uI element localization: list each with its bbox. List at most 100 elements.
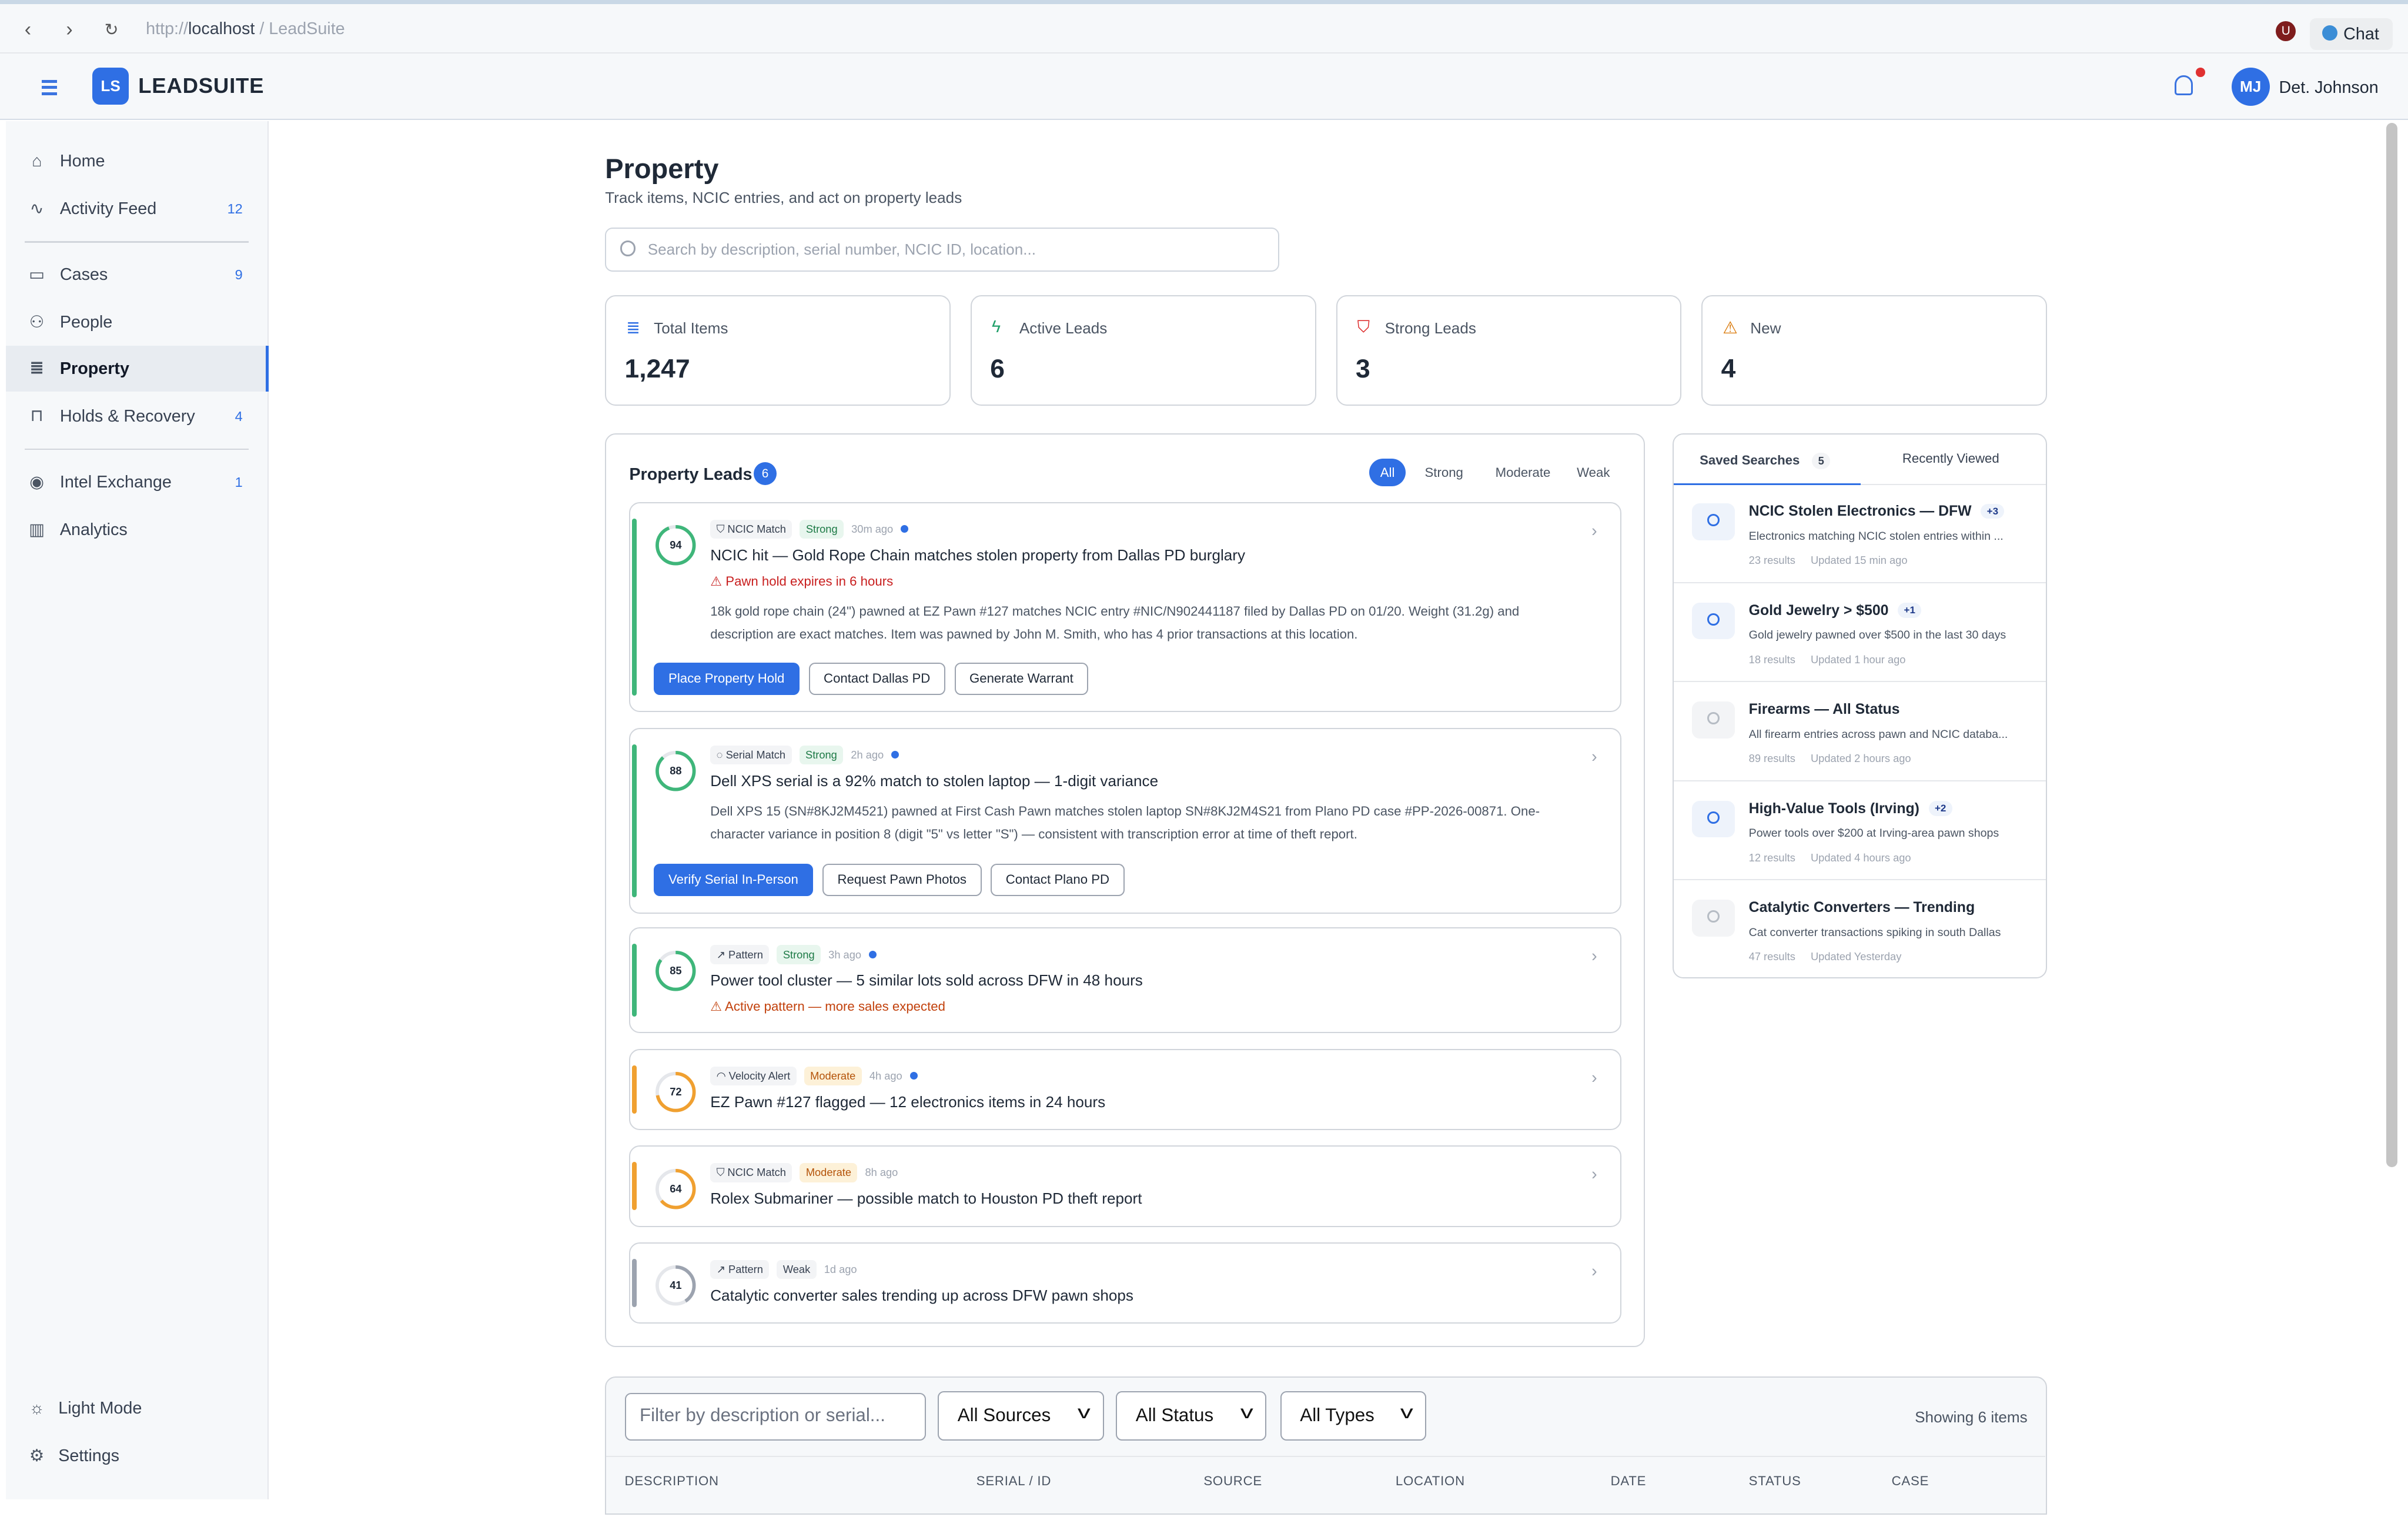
chevron-right-icon[interactable]: › [1591,1068,1597,1087]
sidebar-item-settings[interactable]: ⚙ Settings [6,1433,269,1479]
tab-recently-viewed[interactable]: Recently Viewed [1861,435,2046,485]
scrollbar[interactable] [2386,122,2397,1168]
filter-chip-strong[interactable]: Strong [1424,465,1463,480]
lead-description: Dell XPS 15 (SN#8KJ2M4521) pawned at Fir… [710,803,1540,841]
lead-title[interactable]: Dell XPS serial is a 92% match to stolen… [710,771,1159,790]
saved-search-description: Electronics matching NCIC stolen entries… [1748,529,2004,543]
lead-title[interactable]: Power tool cluster — 5 similar lots sold… [710,971,1143,990]
lead-card[interactable]: 94 ⛉ NCIC Match Strong 30m ago NCIC hit — … [629,502,1621,713]
forward-icon[interactable]: › [66,18,73,41]
menu-icon[interactable] [41,79,57,98]
lead-warning: ⚠ Pawn hold expires in 6 hours [710,573,894,589]
timestamp: 4h ago [869,1069,902,1082]
database-icon: ≣ [626,319,641,338]
filter-chip-moderate[interactable]: Moderate [1495,465,1551,480]
timestamp: 30m ago [851,522,894,535]
column-header[interactable]: STATUS [1748,1473,1801,1489]
sources-select[interactable]: All Sources v [938,1391,1104,1441]
contact-plano-pd-button[interactable]: Contact Plano PD [991,864,1125,897]
saved-search-item[interactable]: NCIC Stolen Electronics — DFW +3 Electron… [1673,485,2046,583]
trend-icon: ↗ [716,1263,729,1276]
sidebar-item-holds-recovery[interactable]: ⊓ Holds & Recovery 4 [6,393,269,439]
lead-card[interactable]: 72 ◠ Velocity Alert Moderate 4h ago EZ Paw… [629,1048,1621,1130]
saved-search-item[interactable]: Firearms — All Status All firearm entrie… [1673,683,2046,781]
saved-search-item[interactable]: Catalytic Converters — Trending Cat conv… [1674,881,2046,977]
reload-icon[interactable]: ↻ [104,21,119,40]
verify-serial-in-person-button[interactable]: Verify Serial In-Person [653,864,814,897]
gear-icon: ⚙ [29,1446,45,1465]
sidebar-item-activity-feed[interactable]: ∿ Activity Feed 12 [6,186,269,232]
column-header[interactable]: SOURCE [1203,1473,1262,1489]
sidebar-item-property[interactable]: ≣ Property [6,345,269,392]
back-icon[interactable]: ‹ [24,18,32,41]
stat-card-active-leads: ϟ Active Leads 6 [970,295,1316,406]
contact-dallas-pd-button[interactable]: Contact Dallas PD [808,663,945,696]
column-header[interactable]: SERIAL / ID [976,1473,1052,1489]
types-select[interactable]: All Types v [1280,1391,1427,1441]
lead-title[interactable]: EZ Pawn #127 flagged — 12 electronics it… [710,1092,1106,1111]
score-value: 41 [670,1279,682,1292]
count-badge: 12 [227,201,243,217]
chevron-right-icon[interactable]: › [1591,1165,1597,1184]
filter-chip-all[interactable]: All [1369,459,1406,487]
sidebar-item-people[interactable]: ⚇ People [6,299,269,345]
lead-title[interactable]: Rolex Submariner — possible match to Hou… [710,1189,1142,1208]
column-header[interactable]: CASE [1891,1473,1929,1489]
filter-chip-weak[interactable]: Weak [1577,465,1610,480]
chat-icon [2322,25,2337,41]
generate-warrant-button[interactable]: Generate Warrant [954,663,1089,696]
chevron-right-icon[interactable]: › [1591,947,1597,966]
chevron-right-icon[interactable]: › [1591,747,1597,766]
tab-saved-searches[interactable]: Saved Searches 5 [1673,435,1861,485]
strength-bar [631,1065,637,1114]
score-ring [655,751,696,791]
sidebar-item-intel-exchange[interactable]: ◉ Intel Exchange 1 [6,459,269,505]
user-name[interactable]: Det. Johnson [2279,78,2379,98]
updated-time: Updated 2 hours ago [1810,752,1911,765]
score-value: 64 [670,1182,682,1195]
column-header[interactable]: LOCATION [1395,1473,1465,1489]
lead-title[interactable]: Catalytic converter sales trending up ac… [710,1286,1133,1304]
lead-title[interactable]: NCIC hit — Gold Rope Chain matches stole… [710,546,1246,564]
chevron-right-icon[interactable]: › [1591,1261,1597,1281]
chevron-down-icon: v [1400,1401,1413,1422]
sidebar-item-cases[interactable]: ▭ Cases 9 [6,252,269,298]
updated-time: Updated 4 hours ago [1810,851,1911,864]
place-property-hold-button[interactable]: Place Property Hold [653,663,800,696]
strength-badge: Strong [799,745,844,765]
chevron-right-icon[interactable]: › [1591,521,1597,540]
sidebar-item-light-mode[interactable]: ☼ Light Mode [6,1385,269,1431]
request-pawn-photos-button[interactable]: Request Pawn Photos [822,864,982,897]
filter-input[interactable]: Filter by description or serial... [624,1392,926,1441]
folder-icon: ▭ [29,265,45,284]
count-badge: 4 [235,408,243,424]
shield-icon: ⛉ [716,1166,728,1179]
lead-card[interactable]: 41 ↗ Pattern Weak 1d ago Catalytic convert… [629,1242,1621,1324]
saved-search-item[interactable]: High-Value Tools (Irving) +2 Power tools … [1673,782,2046,881]
column-header[interactable]: DESCRIPTION [624,1473,719,1489]
updated-time: Updated Yesterday [1810,950,1902,963]
result-count: 23 results [1748,554,1795,567]
chat-button[interactable]: Chat [2309,18,2393,51]
search-icon [1692,503,1735,540]
score-ring [655,1072,696,1112]
chevron-down-icon: v [1078,1401,1091,1422]
warning-icon: ⚠ [710,573,726,589]
address-bar[interactable]: http://localhost / LeadSuite [146,19,345,39]
status-select[interactable]: All Status v [1116,1391,1267,1441]
extension-icon[interactable]: U [2276,21,2296,41]
saved-search-item[interactable]: Gold Jewelry > $500 +1 Gold jewelry pawne… [1673,584,2046,683]
bell-icon[interactable] [2174,75,2193,95]
lead-card[interactable]: 64 ⛉ NCIC Match Moderate 8h ago Rolex Subm… [629,1145,1621,1227]
lead-card[interactable]: 88 ◌ Serial Match Strong 2h ago Dell XPS s… [629,727,1621,914]
lead-card[interactable]: 85 ↗ Pattern Strong 3h ago Power tool clus… [629,927,1621,1034]
search-input[interactable]: Search by description, serial number, NC… [605,227,1279,272]
sidebar-item-analytics[interactable]: ▥ Analytics [6,507,269,553]
avatar[interactable]: MJ [2231,67,2270,106]
sidebar: ⌂ Home ∿ Activity Feed 12 ▭ Cases 9 ⚇ People ≣ Prop… [6,121,269,1499]
strength-bar [631,1258,637,1307]
score-value: 88 [670,764,682,777]
column-header[interactable]: DATE [1610,1473,1647,1489]
sidebar-item-home[interactable]: ⌂ Home [6,138,269,184]
score-value: 94 [670,539,682,552]
